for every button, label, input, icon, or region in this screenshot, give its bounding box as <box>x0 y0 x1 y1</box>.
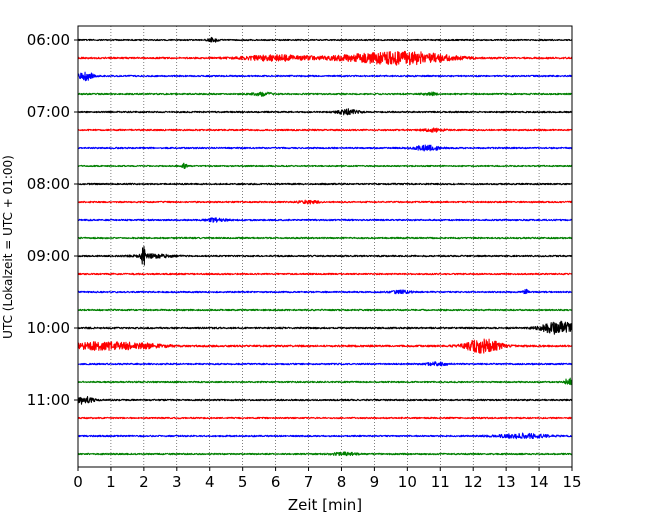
trace-0845 <box>77 236 573 240</box>
trace-0700 <box>77 108 573 116</box>
trace-1100 <box>77 396 573 405</box>
trace-0945 <box>77 308 573 312</box>
x-tick-label: 8 <box>337 473 347 491</box>
x-tick-label: 12 <box>464 473 483 491</box>
y-axis-ticks: 06:00 07:00 08:00 09:00 10:00 11:00 <box>27 31 78 409</box>
trace-1000 <box>77 320 573 335</box>
trace-1015 <box>77 338 573 354</box>
y-tick-label: 07:00 <box>27 103 70 121</box>
trace-1045 <box>77 377 573 386</box>
trace-1115 <box>77 416 573 420</box>
x-tick-label: 9 <box>370 473 380 491</box>
x-tick-label: 5 <box>238 473 248 491</box>
x-tick-label: 6 <box>271 473 281 491</box>
x-tick-label: 13 <box>497 473 516 491</box>
trace-0930 <box>77 288 573 295</box>
trace-0630 <box>77 71 573 82</box>
x-tick-label: 14 <box>530 473 549 491</box>
y-tick-label: 06:00 <box>27 31 70 49</box>
trace-0715 <box>77 127 573 133</box>
y-axis-label: UTC (Lokalzeit = UTC + 01:00) <box>1 155 15 339</box>
trace-0730 <box>77 144 573 152</box>
trace-0745 <box>77 162 573 169</box>
y-tick-label: 11:00 <box>27 391 70 409</box>
trace-1145 <box>77 451 573 457</box>
trace-1130 <box>77 432 573 440</box>
trace-0800 <box>77 182 573 186</box>
x-tick-label: 7 <box>304 473 314 491</box>
trace-0915 <box>77 272 573 276</box>
x-tick-label: 1 <box>106 473 116 491</box>
trace-0645 <box>77 91 573 97</box>
x-tick-label: 4 <box>205 473 215 491</box>
trace-1030 <box>77 361 573 367</box>
trace-0900 <box>77 246 573 266</box>
y-tick-label: 09:00 <box>27 247 70 265</box>
seismic-traces <box>77 36 573 457</box>
x-tick-label: 3 <box>172 473 182 491</box>
x-tick-label: 2 <box>139 473 149 491</box>
x-axis-label: Zeit [min] <box>288 496 362 514</box>
y-tick-label: 08:00 <box>27 175 70 193</box>
trace-0615 <box>77 50 573 66</box>
x-tick-label: 10 <box>398 473 417 491</box>
x-tick-label: 11 <box>431 473 450 491</box>
plot-frame <box>77 25 573 468</box>
y-tick-label: 10:00 <box>27 319 70 337</box>
trace-0600 <box>77 36 573 43</box>
x-tick-label: 15 <box>562 473 581 491</box>
trace-0830 <box>77 217 573 223</box>
x-tick-label: 0 <box>73 473 83 491</box>
x-axis-ticks: 0 1 2 3 4 5 6 7 8 9 10 11 12 13 14 15 <box>73 467 582 491</box>
trace-0815 <box>77 199 573 205</box>
